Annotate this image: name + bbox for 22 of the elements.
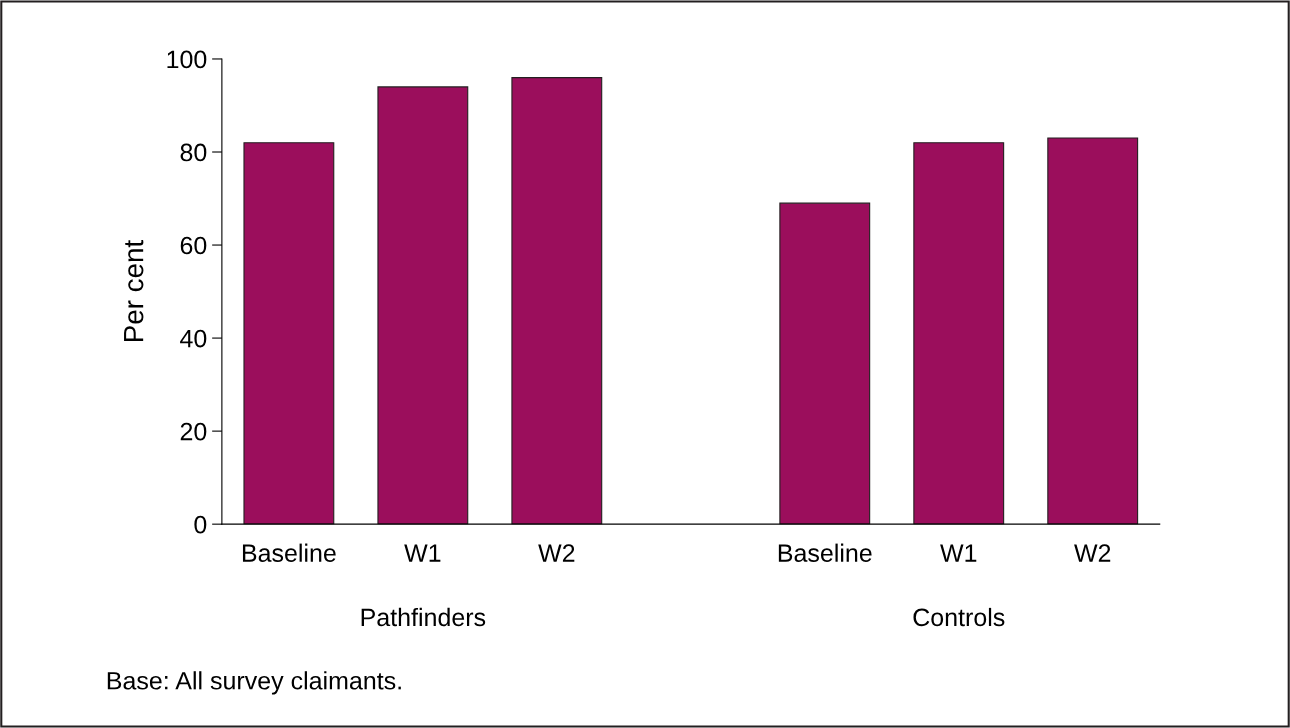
y-axis-title: Per cent xyxy=(124,240,144,342)
bar xyxy=(511,77,603,525)
text: Pathfinders xyxy=(361,607,486,627)
y-tick-label: 80 xyxy=(180,143,207,162)
x-tick-label: W1 xyxy=(404,544,441,562)
y-tick-label: 0 xyxy=(194,515,207,534)
x-tick-label: W2 xyxy=(1074,544,1111,562)
y-tick-label: 20 xyxy=(180,422,207,441)
y-tick-label: 100 xyxy=(167,50,207,69)
bar xyxy=(913,142,1005,525)
bar xyxy=(243,142,335,525)
y-tick-label: 60 xyxy=(180,236,207,255)
y-tick-label: 40 xyxy=(180,329,207,348)
text: Base: All survey claimants. xyxy=(107,671,401,695)
x-tick-label: W2 xyxy=(538,544,575,562)
x-tick-label: Baseline xyxy=(242,543,336,562)
x-tick-label: Baseline xyxy=(778,543,872,562)
bar xyxy=(779,202,871,525)
text: Controls xyxy=(913,607,1005,627)
bar xyxy=(377,86,469,525)
x-tick-label: W1 xyxy=(940,544,977,562)
bar xyxy=(1047,137,1139,525)
